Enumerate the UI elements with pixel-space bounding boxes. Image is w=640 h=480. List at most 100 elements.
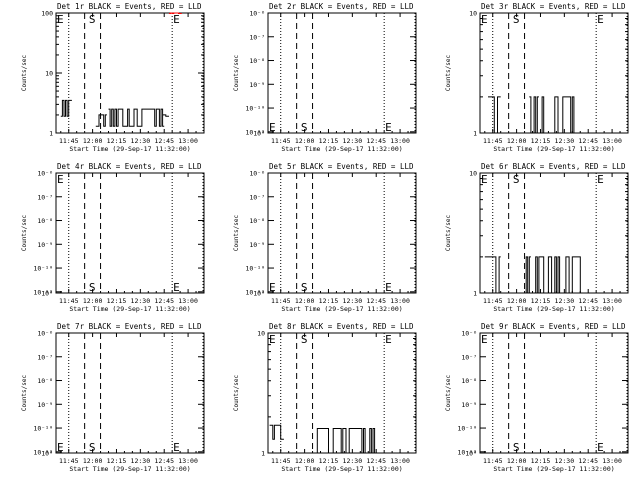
x-tick-label: 12:15 (107, 457, 127, 465)
marker-s: S (89, 441, 96, 454)
y-tick-label: 10⁻¹¹ (245, 288, 265, 296)
x-tick-label: 12:45 (154, 457, 174, 465)
plot-frame (479, 332, 629, 454)
x-tick-label: 13:00 (602, 137, 622, 145)
panel-title: Det 2r BLACK = Events, RED = LLD (269, 2, 414, 11)
marker-e: E (173, 441, 180, 454)
x-axis-label: Start Time (29-Sep-17 11:32:00) (493, 465, 614, 473)
y-axis-label: Counts/sec (445, 215, 452, 252)
x-tick-label: 12:00 (295, 297, 315, 305)
y-tick-label: 10⁻¹⁰ (245, 265, 265, 273)
marker-e: E (597, 173, 604, 186)
panel-det-9: Det 9r BLACK = Events, RED = LLD 11:45 12:… (445, 322, 629, 473)
plot-frame (55, 12, 205, 134)
marker-e: E (385, 121, 392, 134)
x-axis-label: Start Time (29-Sep-17 11:32:00) (493, 305, 614, 313)
marker-e: E (481, 333, 488, 346)
y-tick-label: 1 (49, 130, 53, 138)
marker-e: E (597, 13, 604, 26)
x-axis-label: Start Time (29-Sep-17 11:32:00) (69, 145, 190, 153)
x-tick-label: 12:15 (107, 137, 127, 145)
marker-e: E (57, 13, 64, 26)
panel-det-3: Det 3r BLACK = Events, RED = LLD 11:45 12:… (445, 2, 629, 153)
panel-title: Det 8r BLACK = Events, RED = LLD (269, 322, 414, 331)
y-tick-label: 10⁻⁹ (249, 81, 265, 89)
x-tick-label: 13:00 (178, 137, 198, 145)
marker-s: S (513, 173, 520, 186)
x-tick-label: 11:45 (59, 137, 79, 145)
plot-frame (267, 12, 417, 134)
x-tick-label: 12:30 (555, 297, 575, 305)
plot-frame (267, 332, 417, 454)
y-tick-label: 10⁻⁶ (249, 10, 265, 18)
x-tick-label: 13:00 (602, 297, 622, 305)
marker-s: S (513, 13, 520, 26)
panel-title: Det 9r BLACK = Events, RED = LLD (481, 322, 626, 331)
plot-frame (267, 172, 417, 294)
x-axis-label: Start Time (29-Sep-17 11:32:00) (69, 465, 190, 473)
y-tick-label: 10 (257, 330, 265, 338)
x-tick-label: 12:30 (555, 457, 575, 465)
panel-title: Det 4r BLACK = Events, RED = LLD (57, 162, 202, 171)
events-series (108, 108, 165, 127)
x-axis-label: Start Time (29-Sep-17 11:32:00) (281, 465, 402, 473)
y-tick-label: 100 (41, 10, 53, 18)
panel-det-7: Det 7r BLACK = Events, RED = LLD 11:45 12:… (21, 322, 205, 473)
marker-e: E (57, 173, 64, 186)
x-tick-label: 12:45 (154, 297, 174, 305)
x-tick-label: 12:15 (531, 137, 551, 145)
y-tick-label: 10⁻⁸ (249, 57, 265, 65)
y-tick-label: 1 (261, 450, 265, 458)
plot-frame (55, 332, 205, 454)
marker-e: E (173, 13, 180, 26)
panel-title: Det 7r BLACK = Events, RED = LLD (57, 322, 202, 331)
y-tick-label: 10⁻⁷ (37, 193, 53, 201)
panel-det-4: Det 4r BLACK = Events, RED = LLD 11:45 12:… (21, 162, 205, 313)
y-tick-label: 10⁻¹¹ (457, 448, 477, 456)
x-tick-label: 12:00 (295, 137, 315, 145)
x-axis-label: Start Time (29-Sep-17 11:32:00) (281, 305, 402, 313)
marker-s: S (89, 13, 96, 26)
marker-e: E (269, 281, 276, 294)
y-tick-label: 10⁰ (41, 450, 53, 458)
y-tick-label: 10⁻⁸ (249, 217, 265, 225)
y-tick-label: 10⁻⁸ (37, 217, 53, 225)
x-tick-label: 12:00 (507, 457, 527, 465)
y-tick-label: 1 (473, 130, 477, 138)
marker-e: E (481, 13, 488, 26)
x-tick-label: 11:45 (483, 137, 503, 145)
events-series (484, 256, 501, 294)
x-tick-label: 12:30 (343, 137, 363, 145)
x-tick-label: 13:00 (390, 457, 410, 465)
y-tick-label: 10⁰ (253, 130, 265, 138)
x-tick-label: 12:30 (131, 457, 151, 465)
panel-det-6: Det 6r BLACK = Events, RED = LLD 11:45 12:… (445, 162, 629, 313)
events-series (60, 99, 72, 117)
x-tick-label: 12:00 (507, 137, 527, 145)
x-tick-label: 12:00 (83, 457, 103, 465)
y-tick-label: 10⁻⁷ (461, 353, 477, 361)
y-tick-label: 10 (469, 170, 477, 178)
y-axis-label: Counts/sec (445, 375, 452, 412)
y-tick-label: 10⁰ (465, 450, 477, 458)
events-series (523, 256, 531, 294)
x-tick-label: 13:00 (178, 457, 198, 465)
panel-title: Det 3r BLACK = Events, RED = LLD (481, 2, 626, 11)
y-tick-label: 10⁻⁸ (461, 377, 477, 385)
y-tick-label: 10⁻¹¹ (245, 128, 265, 136)
x-tick-label: 11:45 (483, 457, 503, 465)
events-series (529, 96, 539, 134)
panel-det-8: Det 8r BLACK = Events, RED = LLD 11:45 12:… (233, 322, 417, 473)
x-tick-label: 11:45 (271, 297, 291, 305)
x-tick-label: 12:30 (343, 457, 363, 465)
y-axis-label: Counts/sec (21, 55, 28, 92)
y-tick-label: 10⁻¹⁰ (457, 425, 477, 433)
y-tick-label: 10⁻⁷ (37, 353, 53, 361)
x-axis-label: Start Time (29-Sep-17 11:32:00) (281, 145, 402, 153)
y-tick-label: 10⁻⁹ (37, 241, 53, 249)
x-tick-label: 13:00 (178, 297, 198, 305)
marker-s: S (301, 121, 308, 134)
x-tick-label: 12:30 (131, 137, 151, 145)
x-tick-label: 12:45 (366, 137, 386, 145)
